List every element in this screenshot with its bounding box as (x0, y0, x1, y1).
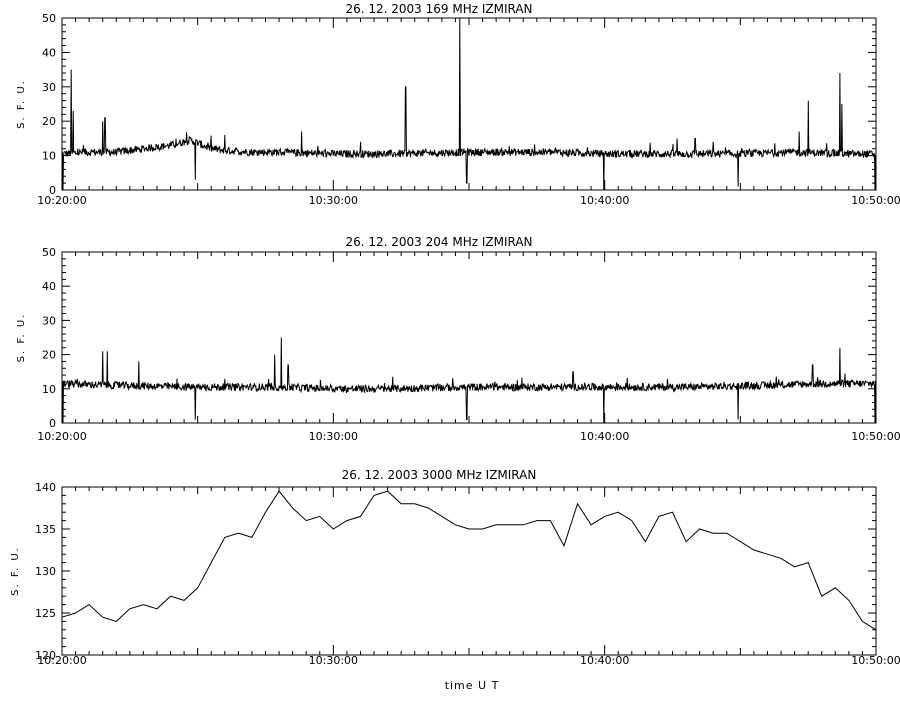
y-tick-label: 50 (42, 12, 56, 25)
chart-title: 26. 12. 2003 3000 MHz IZMIRAN (342, 468, 537, 482)
series-line (61, 490, 877, 631)
x-tick-label: 10:30:00 (309, 194, 358, 207)
x-tick-label: 10:20:00 (37, 430, 86, 443)
y-tick-label: 125 (35, 607, 56, 620)
series-line (61, 17, 877, 191)
x-tick-label: 10:40:00 (580, 430, 629, 443)
x-tick-label: 10:30:00 (309, 430, 358, 443)
plot-frame (61, 486, 877, 656)
chart-title: 26. 12. 2003 169 MHz IZMIRAN (345, 2, 532, 16)
y-tick-label: 120 (35, 649, 56, 662)
y-tick-label: 135 (35, 523, 56, 536)
y-tick-label: 140 (35, 481, 56, 494)
y-tick-label: 40 (42, 280, 56, 293)
y-tick-label: 40 (42, 46, 56, 59)
y-tick-label: 10 (42, 150, 56, 163)
y-tick-label: 130 (35, 565, 56, 578)
x-tick-label: 10:40:00 (580, 654, 629, 667)
y-tick-label: 10 (42, 383, 56, 396)
y-axis-label: S. F. U. (16, 79, 27, 129)
series-line (62, 337, 877, 424)
y-tick-label: 0 (49, 184, 56, 197)
x-tick-label: 10:40:00 (580, 194, 629, 207)
y-tick-label: 50 (42, 246, 56, 259)
y-tick-label: 0 (49, 417, 56, 430)
y-tick-label: 30 (42, 81, 56, 94)
y-tick-label: 20 (42, 115, 56, 128)
x-axis-label: time U T (445, 679, 500, 692)
x-tick-label: 10:50:00 (851, 654, 900, 667)
y-axis-label: S. F. U. (10, 546, 21, 596)
plot-frame (61, 17, 877, 191)
x-tick-label: 10:20:00 (37, 194, 86, 207)
y-tick-label: 20 (42, 349, 56, 362)
chart-panel-3: 26. 12. 2003 3000 MHz IZMIRAN 120 125 130 13… (10, 468, 900, 692)
x-tick-label: 10:50:00 (851, 430, 900, 443)
x-tick-label: 10:20:00 (37, 654, 86, 667)
y-axis-label: S. F. U. (16, 313, 27, 363)
y-tick-label: 30 (42, 314, 56, 327)
x-tick-label: 10:50:00 (851, 194, 900, 207)
plot-frame (61, 251, 877, 424)
x-tick-label: 10:30:00 (309, 654, 358, 667)
chart-panel-1: 26. 12. 2003 169 MHz IZMIRAN 0 10 20 30 40 50 1… (16, 2, 900, 207)
chart-panel-2: 26. 12. 2003 204 MHz IZMIRAN 0 10 20 30 40 50 1… (16, 235, 900, 443)
chart-title: 26. 12. 2003 204 MHz IZMIRAN (345, 235, 532, 249)
